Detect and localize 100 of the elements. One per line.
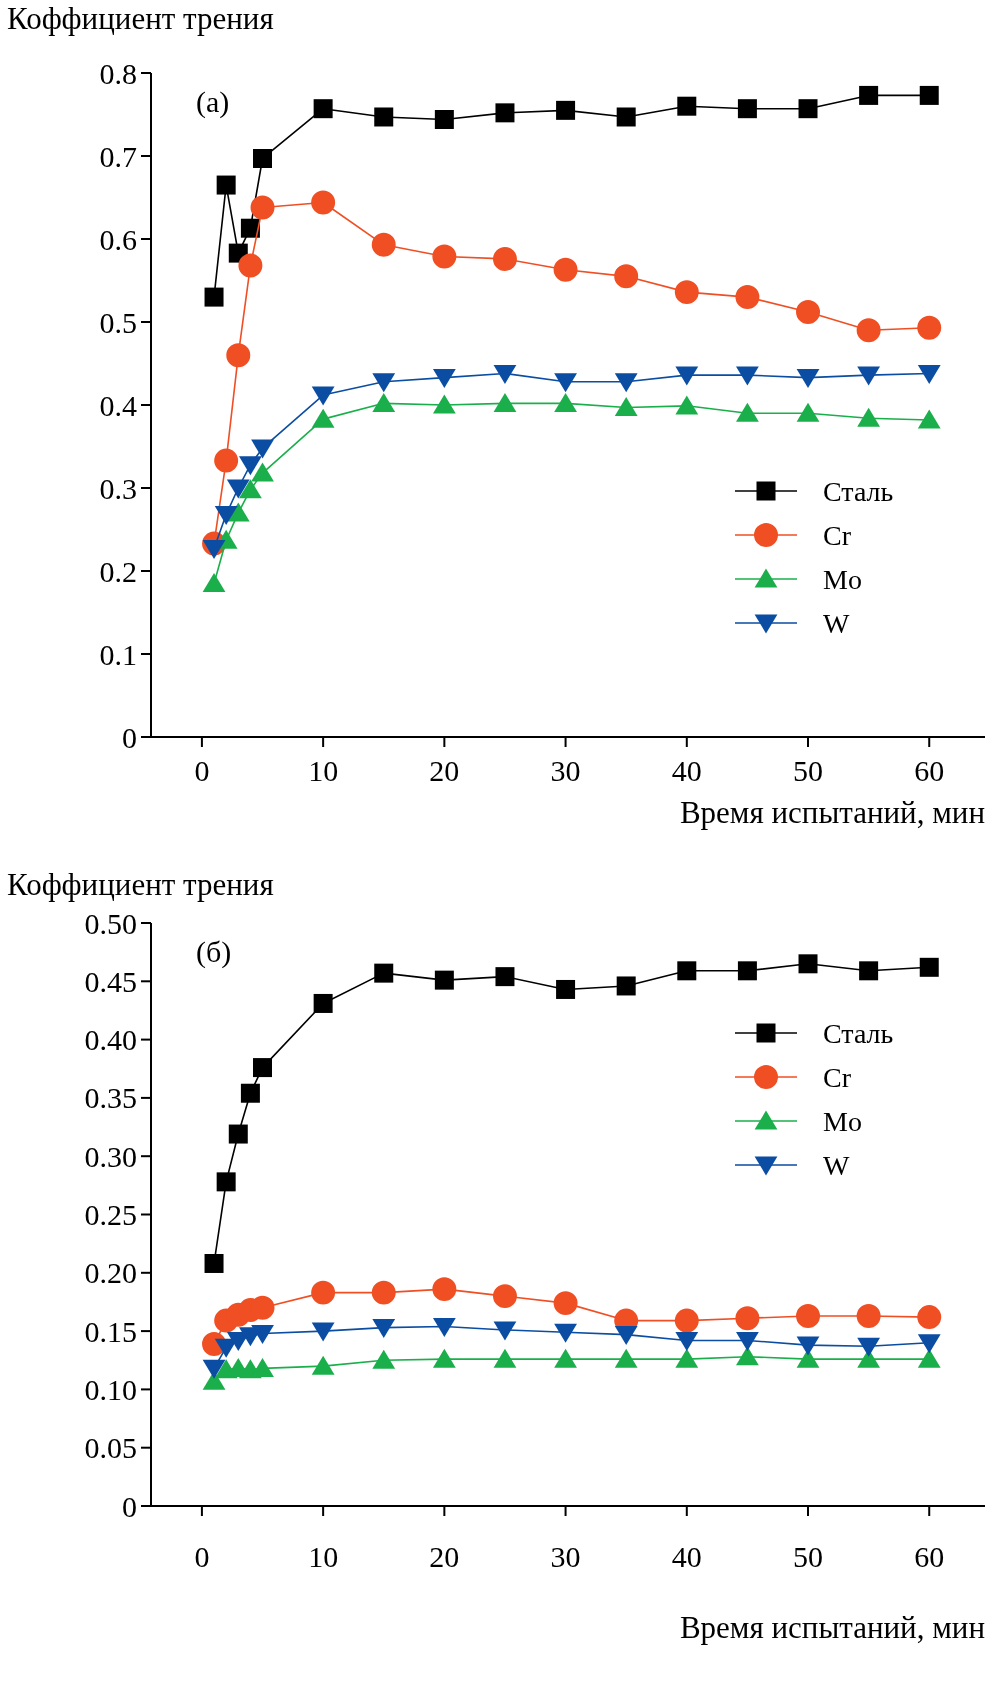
legend-label: Mo (823, 563, 862, 595)
point (736, 1331, 759, 1351)
x-axis-title: Время испытаний, мин (679, 1609, 985, 1645)
point (675, 366, 699, 386)
legend-label: Mo (823, 1105, 862, 1137)
point (737, 961, 757, 981)
point (675, 395, 699, 415)
point (371, 232, 396, 257)
point (614, 373, 638, 393)
point (311, 190, 336, 215)
point (735, 1306, 760, 1331)
x-tick-label: 30 (550, 1539, 581, 1573)
point (311, 408, 335, 428)
point (796, 369, 820, 389)
point (674, 1308, 699, 1333)
point (553, 1291, 578, 1316)
point (859, 961, 879, 981)
y-tick-label: 0.30 (84, 1139, 137, 1173)
y-tick-label: 0.2 (99, 554, 137, 588)
x-tick-label: 0 (194, 753, 210, 787)
point (202, 573, 226, 592)
point (493, 1348, 517, 1368)
point (228, 1124, 248, 1144)
point (434, 109, 454, 129)
y-tick-label: 0.1 (99, 637, 137, 671)
annotation: (б) (196, 934, 232, 969)
point (432, 1277, 457, 1302)
point (556, 979, 576, 999)
annotation: (a) (196, 84, 230, 119)
point (554, 373, 577, 393)
x-tick-label: 10 (308, 753, 339, 787)
y-tick-label: 0.6 (99, 222, 137, 256)
point (251, 462, 274, 482)
point (857, 407, 881, 427)
point (432, 1317, 456, 1337)
point (226, 479, 250, 499)
point (240, 218, 260, 238)
x-axis-title: Время испытаний, мин (679, 794, 985, 830)
y-tick-label: 0.40 (84, 1023, 137, 1057)
point (495, 967, 515, 987)
point (493, 1321, 517, 1341)
x-tick-label: 40 (671, 1539, 702, 1573)
point (434, 970, 454, 990)
point (432, 1348, 456, 1368)
point (796, 300, 820, 324)
y-tick-label: 0.8 (99, 56, 137, 90)
point (493, 364, 517, 384)
legend-label: Сталь (823, 475, 894, 507)
y-axis-title: Коффициент трения (7, 1, 274, 37)
point (372, 392, 396, 412)
y-tick-label: 0.5 (99, 305, 137, 339)
point (674, 280, 699, 305)
y-tick-label: 0.25 (84, 1198, 137, 1231)
point (251, 1324, 274, 1344)
point (856, 318, 881, 343)
x-tick-label: 60 (914, 753, 945, 787)
point (675, 1348, 699, 1368)
point (677, 96, 697, 116)
point (616, 107, 636, 127)
point (553, 257, 578, 282)
point (251, 439, 274, 459)
point (240, 1083, 260, 1103)
point (493, 392, 517, 412)
point (202, 1359, 226, 1379)
y-tick-label: 0 (122, 1489, 137, 1523)
point (238, 253, 263, 278)
point (311, 386, 335, 406)
point (374, 963, 394, 983)
x-tick-label: 20 (429, 1539, 460, 1573)
point (917, 364, 941, 384)
point (859, 85, 879, 105)
point (919, 85, 939, 105)
point (239, 479, 262, 499)
y-tick-label: 0.45 (84, 964, 137, 998)
point (736, 366, 759, 386)
point (798, 954, 818, 974)
point (372, 1319, 396, 1339)
point (253, 1058, 273, 1078)
point (226, 343, 251, 368)
point (614, 1326, 638, 1346)
legend-label: Cr (823, 1061, 852, 1093)
point (239, 456, 262, 476)
point (736, 402, 759, 422)
point (737, 99, 757, 119)
point (214, 448, 239, 473)
point (614, 397, 638, 417)
point (432, 369, 456, 389)
y-tick-label: 0.4 (99, 388, 137, 422)
point (554, 1348, 577, 1368)
point (917, 1305, 942, 1330)
point (857, 366, 881, 386)
point (677, 961, 697, 981)
y-tick-label: 0.3 (99, 471, 137, 505)
point (214, 506, 238, 526)
legend-label: Сталь (823, 1017, 894, 1049)
y-tick-label: 0.35 (84, 1081, 137, 1115)
point (856, 1303, 881, 1328)
x-tick-label: 60 (914, 1539, 945, 1573)
point (919, 957, 939, 977)
point (253, 148, 273, 168)
